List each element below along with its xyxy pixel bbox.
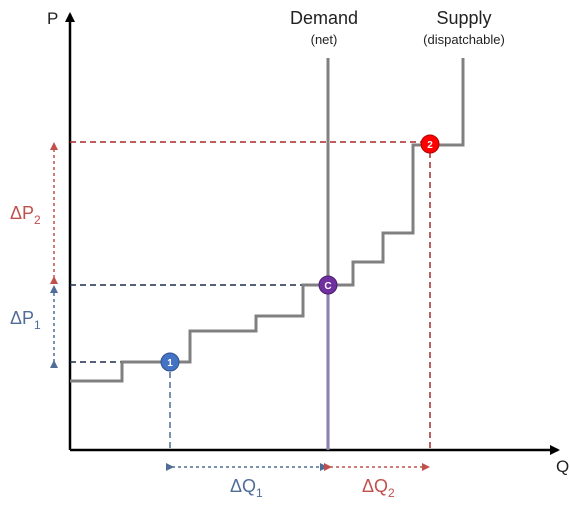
delta-q2-label: ΔQ2 bbox=[362, 476, 395, 500]
demand-label: Demand bbox=[290, 8, 358, 28]
point-1: 1 bbox=[160, 352, 180, 372]
point-2: 2 bbox=[420, 134, 440, 154]
supply-label: Supply bbox=[436, 8, 491, 28]
y-axis-label: P bbox=[47, 9, 58, 28]
point-c-marker bbox=[318, 275, 338, 295]
point-2-label: 2 bbox=[427, 140, 433, 151]
point-c: C bbox=[318, 275, 338, 295]
point-2-marker bbox=[420, 134, 440, 154]
delta-p1-label: ΔP1 bbox=[10, 308, 41, 332]
supply-sublabel: (dispatchable) bbox=[423, 32, 505, 47]
delta-p2-label: ΔP2 bbox=[10, 203, 41, 227]
x-axis-label: Q bbox=[556, 457, 569, 476]
point-1-label: 1 bbox=[167, 358, 173, 369]
point-c-label: C bbox=[324, 281, 331, 292]
demand-sublabel: (net) bbox=[311, 32, 338, 47]
delta-q1-label: ΔQ1 bbox=[230, 476, 263, 500]
supply-curve bbox=[70, 58, 465, 383]
point-1-marker bbox=[160, 352, 180, 372]
